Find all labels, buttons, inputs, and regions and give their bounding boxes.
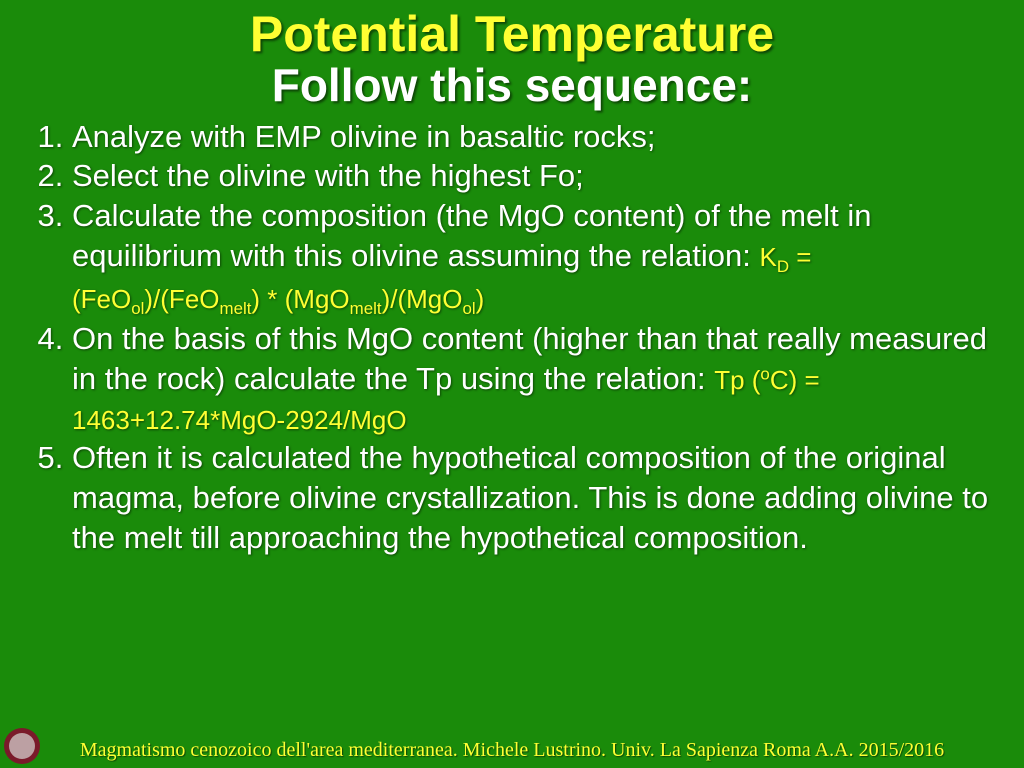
slide-title: Potential Temperature bbox=[20, 8, 1004, 61]
kd-feomelt: )/(FeO bbox=[144, 284, 219, 314]
kd-mgomelt: ) * (MgO bbox=[251, 284, 349, 314]
step-4: On the basis of this MgO content (higher… bbox=[72, 319, 1004, 438]
kd-melt1: melt bbox=[220, 299, 252, 318]
sequence-list: Analyze with EMP olivine in basaltic roc… bbox=[20, 117, 1004, 558]
slide-root: Potential Temperature Follow this sequen… bbox=[0, 0, 1024, 768]
kd-ol1: ol bbox=[131, 299, 144, 318]
step-5: Often it is calculated the hypothetical … bbox=[72, 438, 1004, 557]
step-2: Select the olivine with the highest Fo; bbox=[72, 156, 1004, 196]
step-3: Calculate the composition (the MgO conte… bbox=[72, 196, 1004, 319]
kd-k: K bbox=[760, 242, 777, 272]
step-1: Analyze with EMP olivine in basaltic roc… bbox=[72, 117, 1004, 157]
kd-close: ) bbox=[476, 284, 485, 314]
kd-ol2: ol bbox=[462, 299, 475, 318]
slide-subtitle: Follow this sequence: bbox=[20, 61, 1004, 109]
step-4-lead: On the basis of this MgO content (higher… bbox=[72, 321, 987, 396]
slide-footer: Magmatismo cenozoico dell'area mediterra… bbox=[0, 739, 1024, 762]
kd-mgool: )/(MgO bbox=[382, 284, 463, 314]
tp-tp: Tp ( bbox=[714, 365, 760, 395]
kd-d-sub: D bbox=[777, 257, 789, 276]
tp-deg: o bbox=[760, 364, 769, 383]
step-2-text: Select the olivine with the highest Fo; bbox=[72, 158, 584, 193]
step-5-text: Often it is calculated the hypothetical … bbox=[72, 440, 988, 554]
kd-melt2: melt bbox=[350, 299, 382, 318]
step-1-text: Analyze with EMP olivine in basaltic roc… bbox=[72, 119, 656, 154]
step-3-lead: Calculate the composition (the MgO conte… bbox=[72, 198, 872, 273]
